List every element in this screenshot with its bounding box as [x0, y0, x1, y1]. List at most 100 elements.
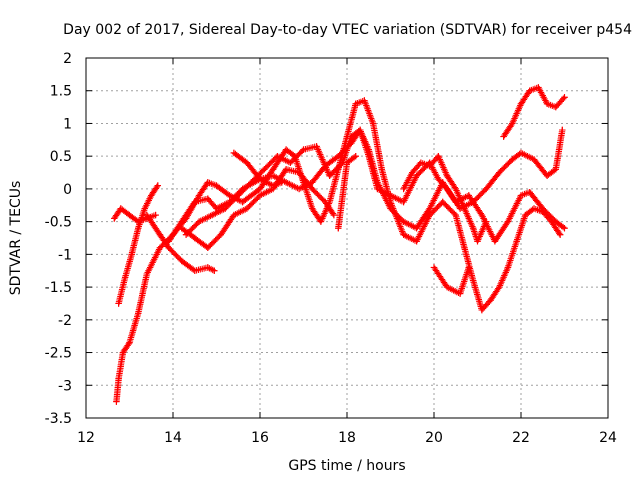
data-point: [465, 264, 472, 271]
data-point: [435, 152, 442, 160]
y-tick-label: 1.5: [50, 84, 72, 100]
y-tick-label: -0.5: [45, 215, 72, 231]
marker-cluster: [230, 149, 285, 189]
data-point: [352, 152, 359, 160]
data-point: [269, 166, 277, 173]
data-point: [491, 238, 499, 245]
data-point: [504, 218, 512, 225]
data-point: [322, 198, 329, 206]
data-point: [483, 218, 490, 225]
data-point: [178, 224, 185, 232]
data-point: [148, 192, 155, 199]
data-point: [469, 198, 477, 206]
data-point: [400, 185, 407, 193]
data-point: [156, 231, 164, 238]
y-tick-label: 2: [63, 51, 72, 67]
y-tick-label: 0.5: [50, 149, 72, 165]
series-track-g: [178, 166, 338, 252]
x-tick-label: 16: [251, 430, 269, 446]
data-point: [378, 166, 385, 173]
data-point: [235, 192, 242, 199]
data-point: [222, 205, 229, 212]
x-tick-label: 22: [512, 430, 530, 446]
data-point: [443, 185, 451, 193]
data-point: [243, 205, 251, 212]
data-point: [143, 270, 151, 278]
x-axis-label: GPS time / hours: [288, 458, 405, 474]
data-point: [191, 234, 198, 242]
data-point: [135, 224, 142, 232]
data-point: [496, 283, 503, 291]
data-point: [135, 310, 142, 317]
data-point: [430, 264, 438, 271]
data-point: [400, 231, 407, 238]
data-point: [561, 224, 568, 232]
data-point: [352, 100, 359, 108]
data-point: [248, 179, 255, 186]
data-point: [309, 205, 316, 212]
data-point: [365, 152, 372, 160]
data-point: [335, 152, 342, 160]
data-point: [204, 179, 211, 186]
series-track-i: [335, 152, 359, 232]
marker-cluster: [113, 97, 564, 405]
data-point: [256, 192, 264, 199]
data-point: [204, 195, 211, 202]
data-point: [113, 398, 120, 405]
data-point: [413, 224, 420, 232]
data-point: [452, 185, 459, 193]
data-point: [141, 205, 148, 212]
data-point: [335, 224, 342, 232]
data-point: [204, 264, 211, 271]
data-point: [282, 146, 290, 153]
y-tick-label: -2: [58, 313, 72, 329]
marker-cluster: [430, 264, 472, 297]
data-point: [343, 159, 351, 166]
data-point: [128, 251, 135, 258]
data-point: [509, 120, 516, 127]
marker-cluster: [500, 84, 568, 140]
data-point: [208, 211, 216, 219]
series-track-k: [500, 84, 568, 140]
data-point: [535, 84, 542, 91]
data-point: [487, 296, 494, 304]
data-point: [165, 238, 172, 245]
data-point: [195, 218, 203, 225]
data-point: [269, 172, 277, 180]
data-point: [121, 274, 129, 281]
data-point: [261, 166, 268, 173]
series-track-j: [400, 152, 490, 245]
data-point: [539, 205, 546, 212]
data-point: [452, 211, 459, 219]
data-point: [309, 179, 316, 186]
data-point: [239, 198, 246, 206]
data-point: [126, 211, 133, 219]
data-point: [178, 218, 185, 225]
data-point: [165, 244, 172, 252]
x-tick-label: 18: [338, 430, 356, 446]
data-point: [465, 192, 472, 199]
data-point: [119, 349, 127, 356]
y-tick-label: -3.5: [45, 411, 72, 427]
data-point: [478, 306, 486, 314]
x-tick-label: 14: [164, 430, 182, 446]
marker-cluster: [115, 182, 161, 307]
data-point: [496, 169, 503, 176]
data-point: [513, 238, 520, 245]
data-point: [230, 149, 238, 157]
data-point: [117, 205, 124, 212]
data-point: [204, 244, 211, 252]
data-point: [230, 211, 238, 219]
x-tick-label: 24: [599, 430, 617, 446]
data-point: [435, 175, 442, 183]
data-point: [178, 257, 185, 265]
data-point: [274, 152, 281, 160]
data-point: [526, 87, 533, 94]
data-point: [559, 126, 566, 134]
data-point: [474, 238, 481, 245]
data-point: [552, 218, 559, 225]
y-tick-label: -1: [58, 247, 72, 263]
series-track-h: [230, 149, 285, 189]
y-tick-label: 1: [63, 116, 72, 132]
